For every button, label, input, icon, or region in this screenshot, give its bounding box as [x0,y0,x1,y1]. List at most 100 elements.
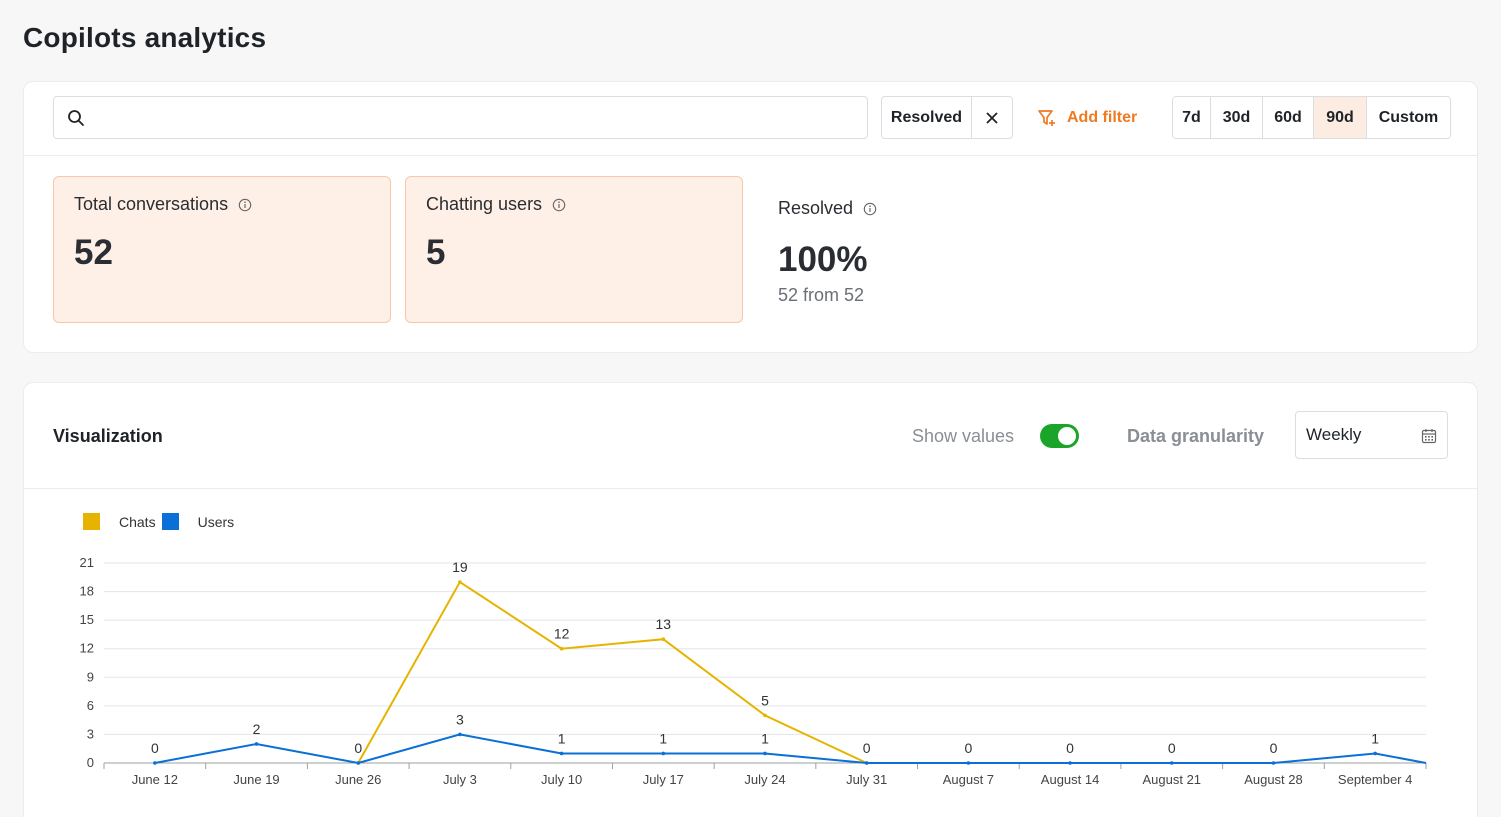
data-label: 0 [1270,740,1278,756]
visualization-card: Visualization Show values Data granulari… [23,382,1478,817]
add-filter-button[interactable]: Add filter [1037,104,1137,132]
x-tick-label: June 12 [132,772,178,787]
y-tick-label: 12 [80,641,94,656]
stat-subtext: 52 from 52 [778,285,865,305]
range-custom-button[interactable]: Custom [1367,97,1450,138]
legend-label-users: Users [197,513,235,530]
x-tick-label: June 26 [335,772,381,787]
data-label: 1 [1371,730,1379,746]
data-point [458,580,462,584]
show-values-toggle[interactable] [1040,424,1079,448]
visualization-title: Visualization [53,426,163,446]
data-label: 2 [253,721,261,737]
data-point [356,761,361,765]
stat-value: 5 [426,233,446,272]
data-label: 1 [761,730,769,746]
data-point [458,732,462,737]
chart-legend: Chats Users [83,513,234,530]
legend-item-chats[interactable]: Chats [83,513,156,530]
y-tick-label: 6 [87,698,94,713]
data-point [661,637,666,641]
data-label: 3 [456,711,464,727]
data-point [1373,751,1377,756]
stat-chatting-users: Chatting users 5 [405,176,743,323]
granularity-label: Data granularity [1127,426,1265,446]
granularity-select[interactable]: Weekly [1295,411,1448,459]
data-label: 5 [761,692,769,708]
calendar-icon [1421,429,1437,444]
y-tick-label: 3 [87,726,94,741]
data-point [763,713,767,718]
y-tick-label: 18 [80,584,94,599]
y-tick-label: 0 [87,755,94,770]
y-tick-label: 21 [80,555,94,570]
x-tick-label: July 24 [744,772,785,787]
show-values-label: Show values [912,426,1015,446]
data-point [661,751,666,756]
info-icon[interactable] [552,198,566,212]
series-line-chats [357,580,868,764]
range-90d-button[interactable]: 90d [1314,97,1367,138]
remove-filter-button[interactable] [972,97,1012,138]
data-label: 0 [964,740,972,756]
filter-chip-resolved: Resolved [881,96,1013,139]
data-label: 0 [151,740,159,756]
stat-value: 100% [778,240,868,279]
data-point [966,761,971,765]
stat-total-conversations: Total conversations 52 [53,176,391,323]
add-filter-label: Add filter [1067,109,1138,126]
data-label: 19 [452,559,468,575]
visualization-header: Visualization Show values Data granulari… [24,383,1477,489]
x-tick-label: July 17 [643,772,684,787]
data-label: 1 [659,730,667,746]
date-range-group: 7d 30d 60d 90d Custom [1172,96,1451,139]
series-line-users [154,733,1427,765]
data-label: 1 [558,730,566,746]
data-point [864,761,869,765]
data-label: 0 [1168,740,1176,756]
range-30d-button[interactable]: 30d [1211,97,1263,138]
granularity-value: Weekly [1306,425,1362,444]
data-label: 0 [863,740,871,756]
data-label: 0 [354,740,362,756]
filter-chip-label[interactable]: Resolved [882,97,972,138]
range-7d-button[interactable]: 7d [1173,97,1211,138]
stat-value: 52 [74,233,113,272]
y-tick-label: 15 [80,612,94,627]
page-title: Copilots analytics [23,22,267,53]
data-point [559,751,564,756]
stat-label: Resolved [778,198,877,219]
x-tick-label: July 3 [443,772,477,787]
legend-swatch-chats [83,513,100,530]
search-box[interactable] [53,96,868,139]
search-icon [68,110,84,126]
close-icon [986,111,998,124]
filters-card: Resolved Add filter 7d 30d 60d 90d Custo… [23,81,1478,353]
data-point [1271,761,1276,765]
x-tick-label: September 4 [1338,772,1412,787]
legend-swatch-users [161,513,179,530]
search-input[interactable] [98,105,848,131]
data-point [559,646,564,651]
data-point [153,761,157,765]
stat-resolved: Resolved 100% 52 from 52 [778,176,1078,323]
x-tick-label: August 28 [1244,772,1303,787]
stat-label: Total conversations [74,194,252,215]
x-tick-label: August 7 [943,772,994,787]
x-tick-label: August 14 [1041,772,1100,787]
range-60d-button[interactable]: 60d [1263,97,1314,138]
info-icon[interactable] [863,202,877,216]
legend-item-users[interactable]: Users [161,513,235,530]
stat-label: Chatting users [426,194,566,215]
x-tick-label: July 10 [541,772,582,787]
data-point [254,742,259,746]
y-tick-label: 9 [87,669,94,684]
legend-label-chats: Chats [119,513,156,530]
toggle-knob [1058,427,1076,445]
data-point [1068,761,1072,765]
x-tick-label: July 31 [846,772,887,787]
data-label: 13 [656,616,672,632]
info-icon[interactable] [238,198,252,212]
x-tick-label: August 21 [1142,772,1201,787]
